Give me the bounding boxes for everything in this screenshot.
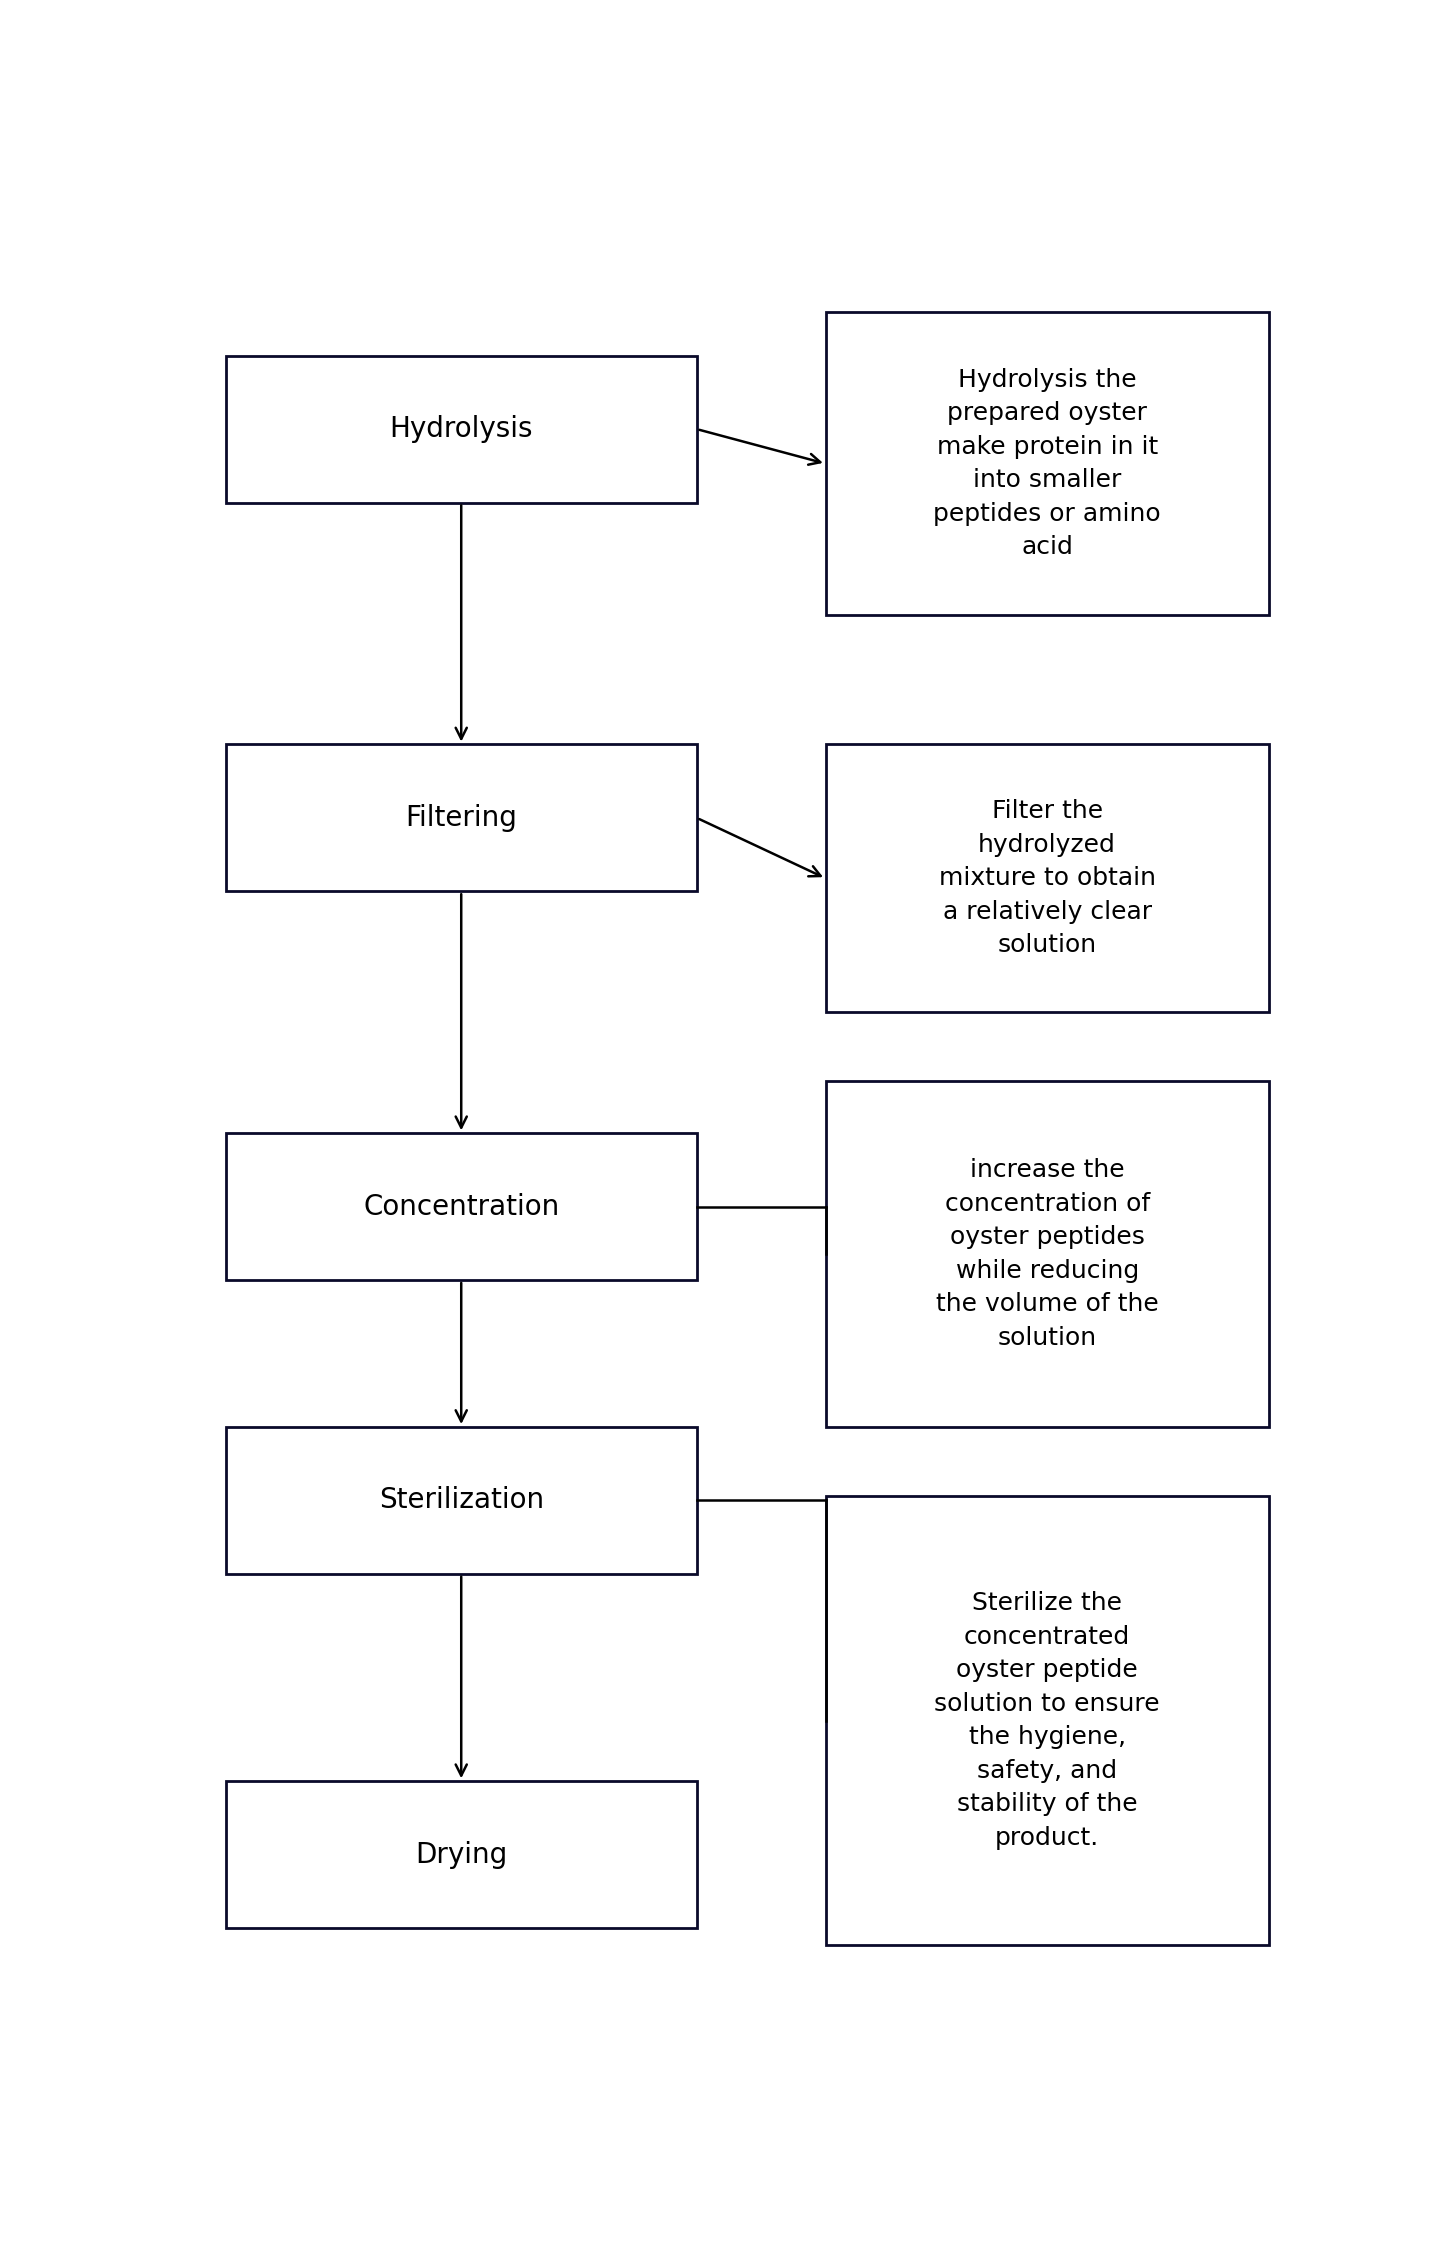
Text: Concentration: Concentration [363,1192,560,1221]
Text: Hydrolysis: Hydrolysis [389,415,532,442]
Bar [226,745,697,891]
Text: Filter the
hydrolyzed
mixture to obtain
a relatively clear
solution: Filter the hydrolyzed mixture to obtain … [939,799,1156,958]
Bar [226,1133,697,1279]
Bar [226,357,697,503]
Text: Sterilize the
concentrated
oyster peptide
solution to ensure
the hygiene,
safety: Sterilize the concentrated oyster peptid… [935,1591,1160,1849]
Text: Sterilization: Sterilization [379,1486,544,1515]
Bar [826,1082,1269,1427]
Bar [226,1427,697,1573]
Bar [826,1497,1269,1946]
Bar [826,745,1269,1012]
Bar [826,312,1269,615]
Text: increase the
concentration of
oyster peptides
while reducing
the volume of the
s: increase the concentration of oyster pep… [936,1158,1159,1351]
Text: Hydrolysis the
prepared oyster
make protein in it
into smaller
peptides or amino: Hydrolysis the prepared oyster make prot… [933,368,1160,559]
Text: Filtering: Filtering [405,803,517,833]
Bar [226,1782,697,1928]
Text: Drying: Drying [415,1840,508,1869]
